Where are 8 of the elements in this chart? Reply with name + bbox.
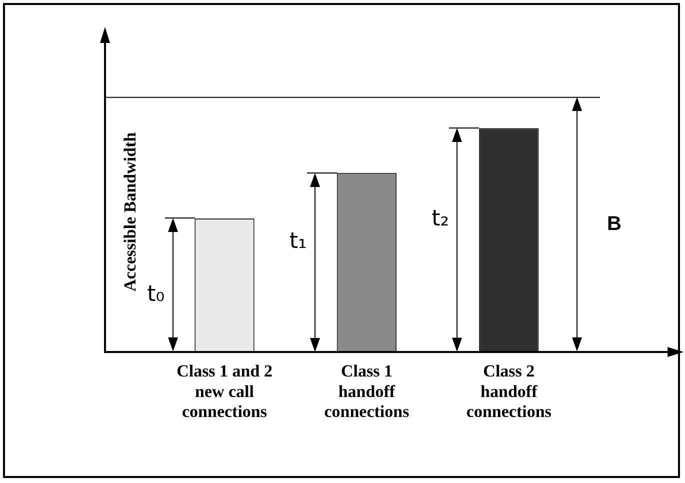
annotation: t₂ xyxy=(432,206,450,232)
x-tick-label: Class 1 and 2 new call connections xyxy=(176,361,272,422)
x-tick-label: Class 2 handoff connections xyxy=(466,361,552,422)
y-axis-title: Accessible Bandwidth xyxy=(120,132,140,292)
ref-line-label: B xyxy=(607,213,622,236)
x-tick-label: Class 1 handoff connections xyxy=(324,361,410,422)
annotation: t₀ xyxy=(147,282,165,307)
annotation: t₁ xyxy=(289,229,307,254)
